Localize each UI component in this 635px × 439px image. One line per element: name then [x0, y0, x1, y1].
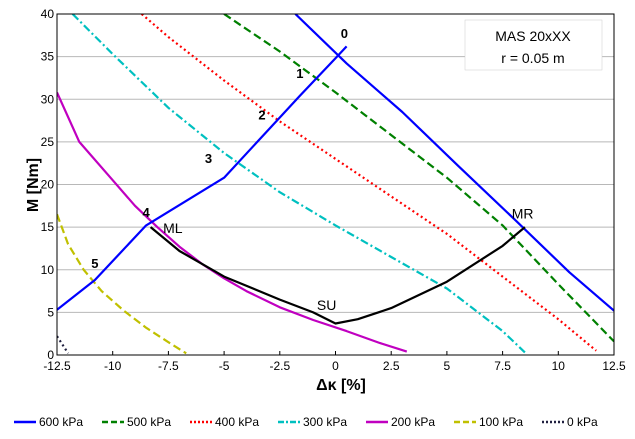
y-tick-label: 5 — [47, 305, 54, 319]
series-line-0-kpa — [57, 335, 70, 354]
info-box-frame — [464, 19, 603, 71]
x-tick-label: -12.5 — [43, 359, 71, 373]
annotation-4: 4 — [143, 205, 151, 220]
y-axis-label: M [Nm] — [25, 158, 42, 212]
series-line-600-kpa — [294, 14, 614, 312]
y-tick-label: 0 — [47, 348, 54, 362]
series-line-400-kpa — [140, 14, 597, 352]
series-line-300-kpa — [71, 14, 526, 354]
info-box: MAS 20xXX r = 0.05 m — [464, 19, 603, 71]
annotation-0: 0 — [341, 26, 348, 41]
legend-label: 200 kPa — [391, 415, 435, 429]
series-line-500-kpa — [223, 14, 614, 343]
annotation-3: 3 — [205, 151, 212, 166]
y-tick-label: 35 — [41, 50, 55, 64]
y-tick-label: 10 — [41, 263, 55, 277]
annotation-1: 1 — [296, 66, 303, 81]
overlay-layer — [57, 45, 526, 325]
x-tick-label: 10 — [552, 359, 566, 373]
y-tick-label: 15 — [41, 220, 55, 234]
annotation-su: SU — [317, 297, 336, 313]
x-tick-label: 2.5 — [383, 359, 400, 373]
x-tick-label: -2.5 — [269, 359, 290, 373]
x-tick-label: 7.5 — [494, 359, 511, 373]
legend-label: 400 kPa — [215, 415, 259, 429]
legend-label: 600 kPa — [39, 415, 83, 429]
annotation-ml: ML — [163, 220, 183, 236]
x-tick-label: -5 — [219, 359, 230, 373]
annotations: 0 1 2 3 4 5 ML SU MR — [91, 26, 533, 313]
info-box-line-1: MAS 20xXX — [495, 28, 571, 44]
annotation-2: 2 — [258, 108, 265, 123]
y-tick-label: 25 — [41, 135, 55, 149]
y-tick-label: 20 — [41, 178, 55, 192]
x-tick-label: -7.5 — [158, 359, 179, 373]
y-tick-label: 30 — [41, 92, 55, 106]
legend-label: 100 kPa — [479, 415, 523, 429]
x-tick-label: 0 — [332, 359, 339, 373]
overlay-line-1 — [149, 226, 526, 325]
tick-labels: -12.5 -10 -7.5 -5 -2.5 0 2.5 5 7.5 10 12.505101520… — [41, 7, 626, 373]
x-tick-label: -10 — [104, 359, 122, 373]
info-box-line-2: r = 0.05 m — [501, 50, 564, 66]
x-tick-label: 12.5 — [602, 359, 626, 373]
overlay-line-0 — [57, 45, 348, 311]
legend-label: 300 kPa — [303, 415, 347, 429]
series-line-100-kpa — [57, 213, 187, 355]
legend-label: 0 kPa — [567, 415, 598, 429]
legend: 600 kPa 500 kPa 400 kPa 300 kPa 200 kPa 100 k… — [14, 415, 598, 429]
annotation-5: 5 — [91, 256, 98, 271]
x-tick-label: 5 — [444, 359, 451, 373]
legend-label: 500 kPa — [127, 415, 171, 429]
annotation-mr: MR — [512, 206, 534, 222]
x-axis-label: Δκ [%] — [316, 377, 366, 394]
y-tick-label: 40 — [41, 7, 55, 21]
